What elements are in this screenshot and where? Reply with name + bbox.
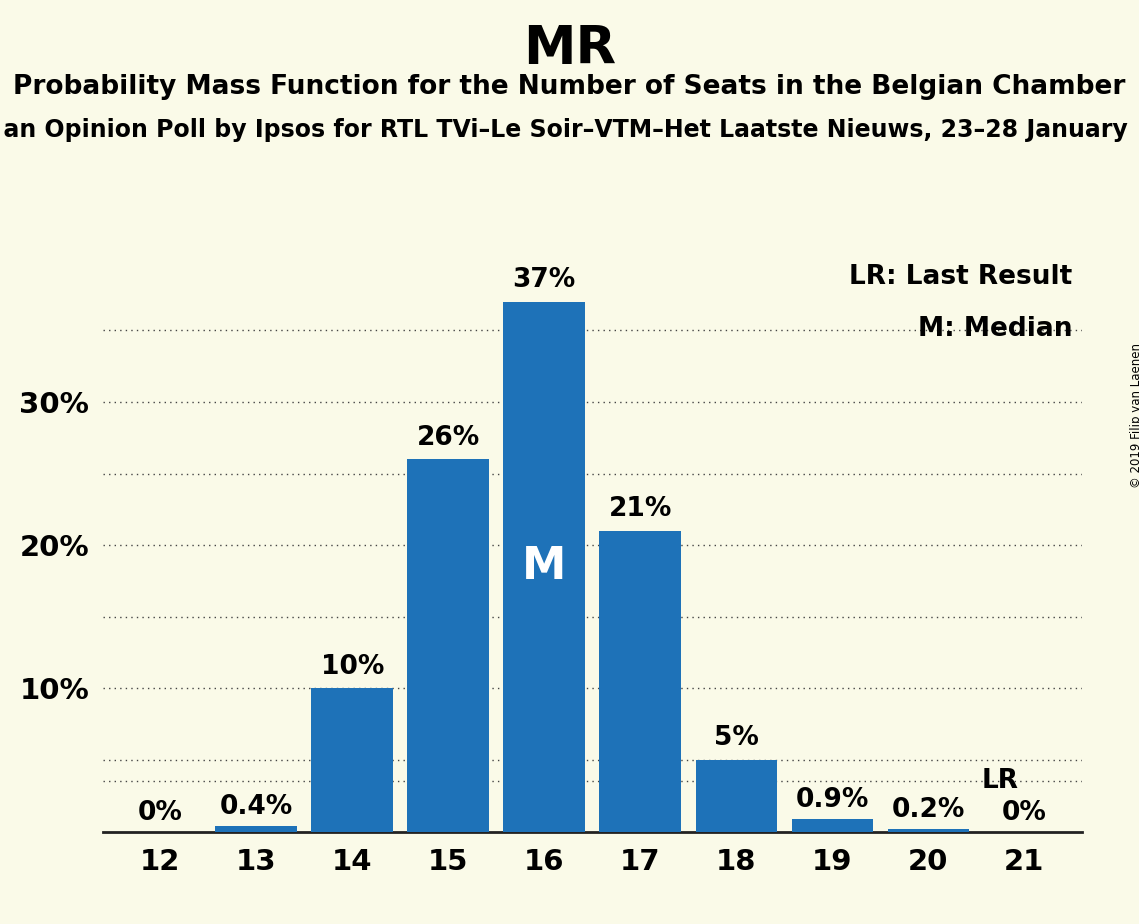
Bar <box>696 760 777 832</box>
Text: 0%: 0% <box>1002 800 1047 826</box>
Text: 0.4%: 0.4% <box>220 794 293 821</box>
Text: LR: LR <box>981 769 1018 795</box>
Bar <box>887 829 969 832</box>
Text: 0.2%: 0.2% <box>892 797 965 823</box>
Bar <box>599 530 681 832</box>
Text: Probability Mass Function for the Number of Seats in the Belgian Chamber: Probability Mass Function for the Number… <box>14 74 1125 100</box>
Text: 26%: 26% <box>417 425 480 451</box>
Text: Based on an Opinion Poll by Ipsos for RTL TVi–Le Soir–VTM–Het Laatste Nieuws, 23: Based on an Opinion Poll by Ipsos for RT… <box>0 118 1128 142</box>
Text: M: M <box>522 545 566 589</box>
Text: 0%: 0% <box>138 800 182 826</box>
Text: 21%: 21% <box>608 496 672 522</box>
Bar <box>311 688 393 832</box>
Text: M: Median: M: Median <box>918 316 1072 342</box>
Text: 37%: 37% <box>513 267 576 293</box>
Text: MR: MR <box>523 23 616 75</box>
Bar <box>215 826 297 832</box>
Bar <box>408 459 489 832</box>
Bar <box>503 301 585 832</box>
Bar <box>792 819 874 832</box>
Text: 0.9%: 0.9% <box>796 787 869 813</box>
Text: © 2019 Filip van Laenen: © 2019 Filip van Laenen <box>1130 344 1139 488</box>
Text: 10%: 10% <box>320 654 384 680</box>
Text: LR: Last Result: LR: Last Result <box>849 264 1072 290</box>
Text: 5%: 5% <box>714 725 759 751</box>
